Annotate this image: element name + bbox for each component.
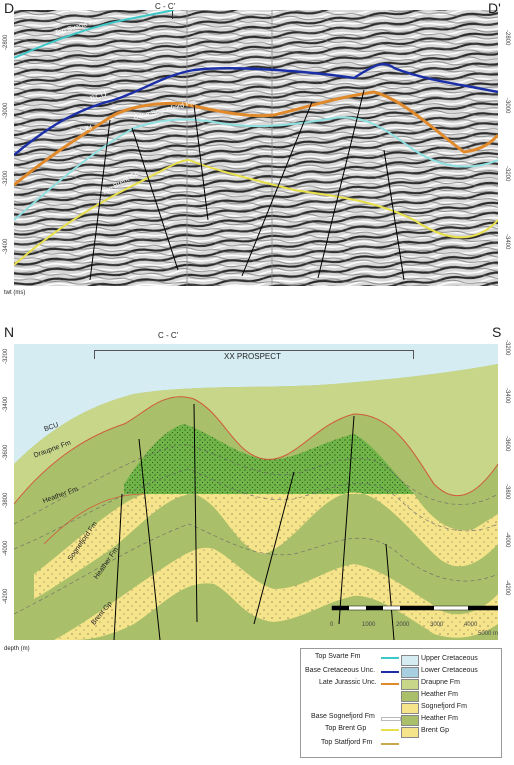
legend-unit-label: Lower Cretaceous bbox=[421, 667, 478, 674]
right-tick: -3400 bbox=[504, 388, 510, 404]
prospect-label: XX PROSPECT bbox=[224, 352, 281, 361]
seismic-section-panel: D D' C - C' Top Svarte Fm BCU LJU Base S… bbox=[0, 0, 514, 320]
legend-unit-swatch bbox=[401, 715, 419, 726]
right-tick: -3000 bbox=[504, 98, 510, 114]
right-tick: -3200 bbox=[504, 340, 510, 356]
scale-tick-label: 2000 bbox=[396, 622, 410, 628]
left-tick: -4200 bbox=[3, 588, 9, 604]
section-cross-marker: C - C' bbox=[155, 2, 176, 11]
geological-section-image bbox=[14, 344, 498, 640]
left-tick: -3400 bbox=[3, 396, 9, 412]
section-end-label: D' bbox=[488, 0, 501, 16]
right-tick: -3600 bbox=[504, 436, 510, 452]
right-tick: -3800 bbox=[504, 484, 510, 500]
legend-line-swatch bbox=[381, 729, 399, 731]
scale-tick-label: 5000 m bbox=[478, 631, 499, 637]
legend-line-swatch bbox=[381, 683, 399, 685]
legend-unit-swatch bbox=[401, 667, 419, 678]
legend-line-label: Base Cretaceous Unc. bbox=[305, 667, 376, 674]
legend-unit-swatch bbox=[401, 655, 419, 666]
bcu-horizon bbox=[14, 63, 498, 156]
left-tick: -3000 bbox=[3, 102, 9, 118]
legend-line-swatch bbox=[381, 657, 399, 659]
left-tick: -3400 bbox=[3, 238, 9, 254]
section-start-label: D bbox=[4, 0, 15, 16]
legend-unit-swatch bbox=[401, 679, 419, 690]
left-tick: -3800 bbox=[3, 492, 9, 508]
legend-unit-label: Draupne Fm bbox=[421, 679, 460, 686]
sognefjord-horizon bbox=[14, 116, 498, 221]
legend-line-label: Late Jurassic Unc. bbox=[319, 679, 377, 686]
brent-horizon bbox=[14, 158, 498, 266]
lju-horizon bbox=[14, 90, 498, 187]
depth-axis-label: depth (m) bbox=[4, 646, 30, 652]
south-label: S bbox=[492, 324, 502, 340]
legend-line-swatch bbox=[381, 671, 399, 673]
left-tick: -4000 bbox=[3, 540, 9, 556]
section-cross-marker: C - C' bbox=[158, 331, 179, 340]
left-tick: -3200 bbox=[3, 348, 9, 364]
legend-unit-label: Sognefjord Fm bbox=[421, 703, 467, 710]
scale-tick-label: 3000 bbox=[430, 622, 444, 628]
legend-line-label: Base Sognefjord Fm bbox=[311, 713, 375, 720]
prospect-bar bbox=[94, 350, 414, 359]
legend-unit-swatch bbox=[401, 727, 419, 738]
legend-unit-swatch bbox=[401, 703, 419, 714]
geological-section-panel: N S C - C' XX PROSPECT BCU Draupne Fm He… bbox=[0, 320, 514, 645]
north-label: N bbox=[4, 324, 15, 340]
legend-line-label: Top Statfjord Fm bbox=[321, 739, 373, 746]
right-tick: -4200 bbox=[504, 580, 510, 596]
legend-unit-label: Heather Fm bbox=[421, 715, 458, 722]
legend-unit-swatch bbox=[401, 691, 419, 702]
left-tick: -3200 bbox=[3, 170, 9, 186]
legend-line-swatch bbox=[381, 743, 399, 745]
right-tick: -3200 bbox=[504, 166, 510, 182]
scale-tick-label: 0 bbox=[330, 622, 334, 628]
twt-axis-label: twt (ms) bbox=[4, 290, 26, 296]
seismic-image bbox=[14, 10, 498, 286]
scale-tick-label: 1000 bbox=[362, 622, 376, 628]
legend-line-label: Top Svarte Fm bbox=[315, 653, 361, 660]
section-cross-tick bbox=[172, 11, 173, 19]
legend-unit-label: Upper Cretaceous bbox=[421, 655, 478, 662]
top-svarte-horizon bbox=[14, 10, 175, 59]
right-tick: -3400 bbox=[504, 234, 510, 250]
right-tick: -2800 bbox=[504, 30, 510, 46]
scale-tick-label: 4000 bbox=[464, 622, 478, 628]
legend-line-label: Top Brent Gp bbox=[325, 725, 367, 732]
left-tick: -2800 bbox=[3, 34, 9, 50]
legend-unit-label: Brent Gp bbox=[421, 727, 450, 734]
legend: Top Svarte Fm Base Cretaceous Unc. Late … bbox=[300, 648, 502, 758]
legend-unit-label: Heather Fm bbox=[421, 691, 458, 698]
legend-line-swatch bbox=[381, 717, 401, 721]
left-tick: -3600 bbox=[3, 444, 9, 460]
right-tick: -4000 bbox=[504, 532, 510, 548]
